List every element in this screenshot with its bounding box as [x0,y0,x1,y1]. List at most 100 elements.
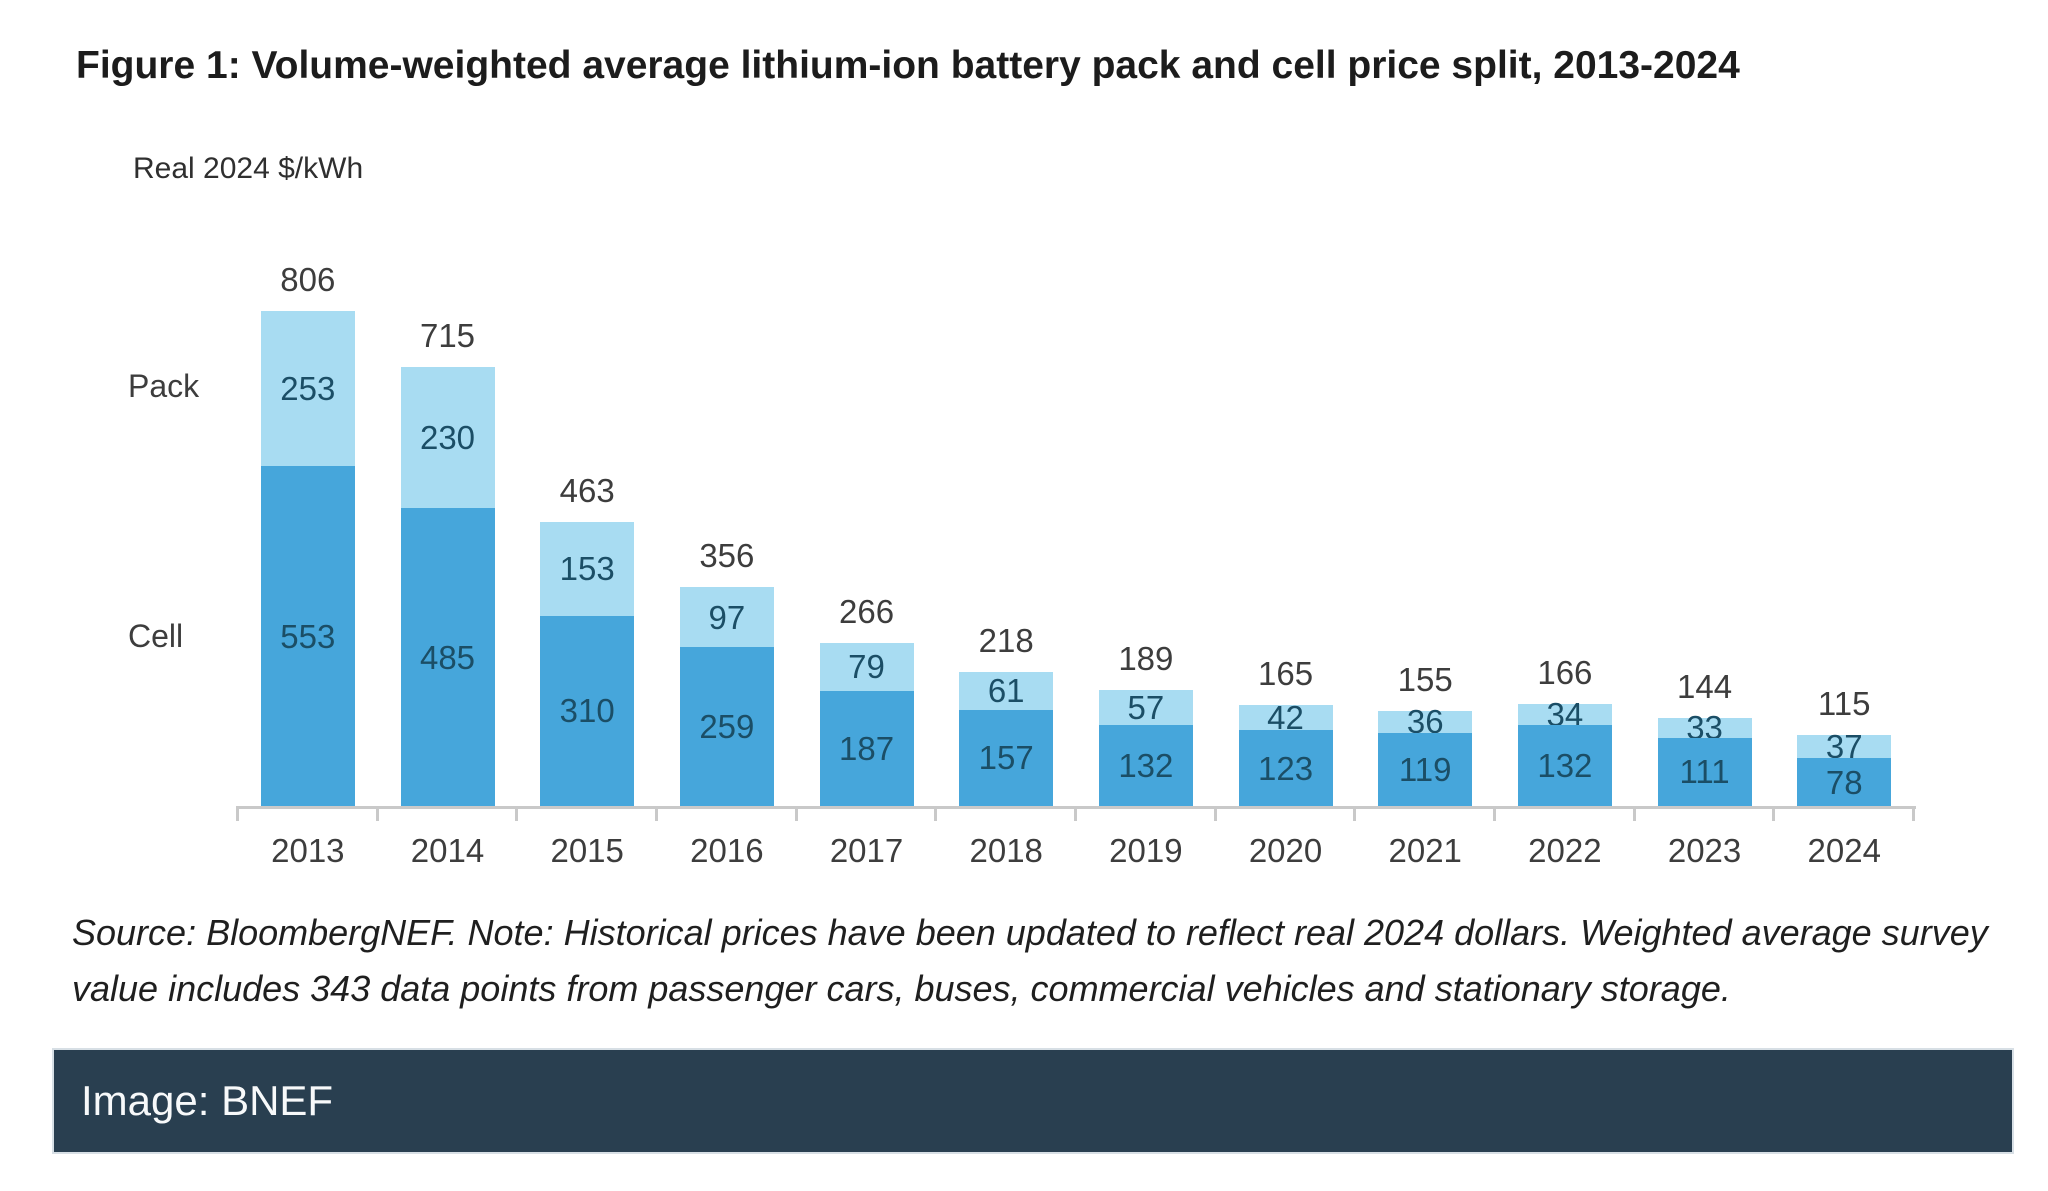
stacked-bar-2017: 79 187 [819,642,914,806]
x-axis-tick [1493,806,1496,821]
cell-value-label-2016: 259 [699,707,755,745]
bar-slot-2020: 165 42 123 2020 [1216,200,1356,869]
x-axis-label-2020: 2020 [1248,832,1323,869]
x-axis-label-2016: 2016 [690,832,764,869]
pack-segment-2013: 253 [260,311,355,467]
total-value-label-2019: 189 [1118,639,1174,677]
x-axis-label-2013: 2013 [271,832,345,869]
total-value-label-2022: 166 [1537,654,1593,692]
cell-segment-2022: 132 [1517,724,1612,806]
stacked-bar-2022: 34 132 [1517,698,1612,806]
stacked-bar-chart: 806 253 553 2013 715 230 485 2014 463 153 310 2015 3… [238,200,1914,869]
x-axis-tick [1912,806,1915,821]
stacked-bar-2019: 57 132 [1098,689,1193,806]
total-value-label-2023: 144 [1677,667,1733,705]
cell-value-label-2017: 187 [838,730,895,768]
bar-slot-2022: 166 34 132 2022 [1495,200,1635,869]
cell-value-label-2021: 119 [1398,750,1452,788]
pack-value-label-2016: 97 [708,598,746,636]
x-axis-tick [515,806,519,821]
x-axis-tick [794,806,798,821]
x-axis-label-2014: 2014 [410,832,485,869]
pack-segment-2021: 36 [1378,705,1473,738]
pack-segment-2018: 61 [959,672,1054,710]
cell-value-label-2015: 310 [559,692,615,730]
pack-value-label-2015: 153 [559,550,615,588]
cell-segment-2014: 485 [400,508,495,806]
total-value-label-2013: 806 [280,261,336,299]
pack-value-label-2018: 61 [987,672,1025,710]
total-value-label-2021: 155 [1397,660,1453,698]
pack-value-label-2014: 230 [419,419,476,457]
x-axis-tick [1074,806,1077,821]
bar-slot-2019: 189 57 132 2019 [1076,200,1216,869]
pack-segment-2022: 34 [1517,698,1612,731]
cell-segment-2018: 157 [959,709,1054,806]
cell-segment-2017: 187 [819,691,914,806]
cell-segment-2016: 259 [679,646,774,806]
x-axis-label-2018: 2018 [969,832,1043,869]
x-axis-label-2019: 2019 [1109,832,1183,869]
pack-segment-2015: 153 [540,521,635,616]
x-axis-line [236,806,1916,821]
cell-segment-2020: 123 [1238,730,1333,806]
cell-value-label-2019: 132 [1118,746,1174,784]
cell-segment-2019: 132 [1098,724,1193,806]
cell-value-label-2020: 123 [1258,749,1314,787]
cell-value-label-2024: 78 [1825,763,1863,801]
cell-value-label-2023: 111 [1679,753,1730,791]
stacked-bar-2015: 153 310 [540,521,635,806]
pack-segment-2014: 230 [400,367,495,509]
pack-value-label-2021: 36 [1406,703,1444,741]
cell-value-label-2018: 157 [978,739,1034,777]
cell-value-label-2022: 132 [1537,746,1593,784]
pack-segment-2017: 79 [819,642,914,692]
x-axis-tick [375,806,379,821]
bar-slot-2013: 806 253 553 2013 [238,200,378,869]
total-value-label-2015: 463 [559,471,615,509]
bar-slot-2014: 715 230 485 2014 [378,200,518,869]
total-value-label-2014: 715 [419,317,476,354]
y-axis-unit-label: Real 2024 $/kWh [133,152,364,185]
source-note: Source: BloombergNEF. Note: Historical p… [72,912,1988,1009]
image-credit-text: Image: BNEF [81,1077,334,1124]
pack-value-label-2020: 42 [1267,699,1304,737]
total-value-label-2017: 266 [838,592,895,630]
image-credit-banner: Image: BNEF [52,1048,2014,1154]
x-axis-tick [1213,806,1217,821]
x-axis-label-2017: 2017 [829,832,904,869]
total-value-label-2018: 218 [978,622,1034,660]
stacked-bar-2024: 37 78 [1797,730,1892,806]
bar-slot-2024: 115 37 78 2024 [1774,200,1914,869]
pack-segment-2020: 42 [1238,701,1333,734]
cell-segment-2023: 111 [1657,737,1752,806]
cell-segment-2024: 78 [1797,758,1892,806]
bar-slot-2016: 356 97 259 2016 [657,200,797,869]
x-axis-label-2022: 2022 [1528,832,1602,869]
bar-slot-2023: 144 33 111 2023 [1635,200,1775,869]
figure-title: Figure 1: Volume-weighted average lithiu… [76,44,1740,87]
pack-value-label-2013: 253 [280,370,336,408]
x-axis-label-2015: 2015 [550,832,624,869]
cell-segment-2015: 310 [540,615,635,806]
x-axis-tick [934,806,938,821]
stacked-bar-2020: 42 123 [1238,701,1333,806]
x-axis-label-2021: 2021 [1388,832,1462,869]
x-axis-tick [236,806,239,821]
pack-value-label-2024: 37 [1825,728,1863,766]
stacked-bar-2023: 33 111 [1657,711,1752,806]
pack-value-label-2017: 79 [848,648,885,686]
stacked-bar-2021: 36 119 [1378,705,1473,806]
pack-segment-2024: 37 [1797,730,1892,763]
pack-segment-2019: 57 [1098,689,1193,725]
x-axis-tick [1772,806,1776,821]
total-value-label-2016: 356 [699,537,755,575]
cell-segment-2013: 553 [260,466,355,806]
cell-series-label: Cell [128,618,184,654]
total-value-label-2020: 165 [1258,654,1314,692]
bar-slot-2017: 266 79 187 2017 [797,200,937,869]
pack-segment-2016: 97 [679,587,774,647]
bar-slot-2018: 218 61 157 2018 [936,200,1076,869]
pack-series-label: Pack [128,368,200,404]
